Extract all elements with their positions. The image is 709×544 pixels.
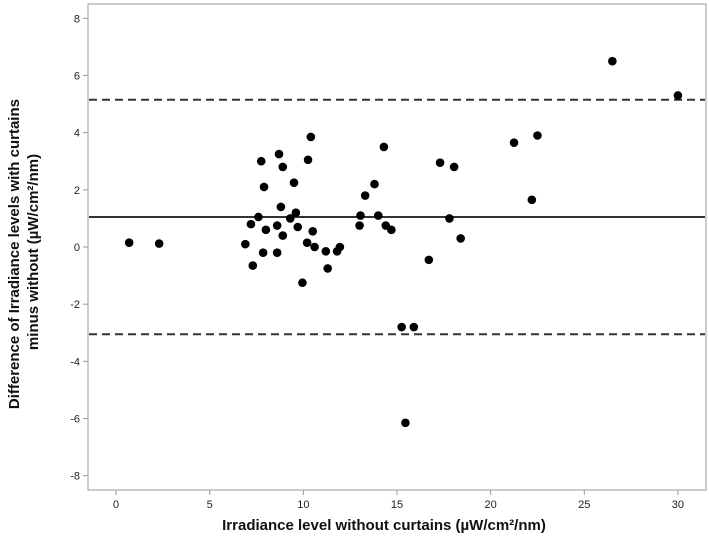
data-point [258,248,268,258]
data-point [248,261,258,270]
data-point [274,149,284,159]
y-tick-label: 8 [74,13,80,25]
data-point [308,226,318,236]
data-point [321,246,331,256]
data-point [289,178,299,187]
data-point [370,179,379,189]
data-point [387,225,396,235]
x-tick-label: 10 [297,499,309,511]
data-point [303,155,313,165]
data-point [527,195,537,205]
y-tick-label: -2 [70,299,80,311]
data-point [424,255,434,265]
data-point [335,242,345,252]
y-tick-label: 6 [74,70,80,82]
data-point [278,231,288,240]
data-point [373,211,383,220]
data-point [154,239,164,248]
reference-lines [89,98,705,336]
data-point [254,212,263,222]
data-point [241,239,250,249]
x-tick-label: 30 [672,499,684,511]
data-point [608,56,617,66]
data-point [272,248,282,258]
y-tick-label: -4 [70,356,80,368]
data-point [285,214,295,223]
data-point [401,418,410,428]
y-axis-title: Difference of Irradiance levels with cur… [6,95,42,409]
y-axis-title-line-1: Difference of Irradiance levels with cur… [6,99,23,409]
data-point [323,264,333,273]
data-point [435,158,445,167]
data-point [356,211,365,220]
y-tick-label: 2 [74,185,80,197]
y-tick-label: 4 [74,128,80,140]
data-point [278,162,288,172]
plot-area [87,3,707,491]
data-point [445,214,454,223]
x-tick-label: 25 [578,499,590,511]
y-tick-label: 0 [74,242,80,254]
data-point [379,142,389,152]
data-point [360,191,370,200]
data-point [276,202,286,212]
y-axis-title-line-2: minus without (µW/cm²/nm) [25,154,42,350]
data-point [124,238,134,248]
data-point [673,91,683,100]
x-tick-label: 15 [391,499,403,511]
data-point [306,132,316,142]
data-point [298,278,307,288]
data-point [310,242,319,252]
x-tick-label: 0 [113,499,119,511]
data-point [397,322,406,332]
data-point [291,208,301,217]
plot-frame [87,3,707,491]
data-point [409,322,419,332]
x-axis: 0 5 10 15 20 25 30 [113,490,684,511]
data-point [533,131,542,140]
data-point [456,234,465,243]
data-point [293,222,303,232]
data-point [272,221,282,230]
data-points [124,56,683,428]
data-point [246,219,256,229]
x-tick-label: 5 [207,499,213,511]
y-tick-label: -6 [70,414,80,426]
y-axis: -8 -6 -4 -2 0 2 4 6 8 [70,13,88,483]
data-point [259,182,269,192]
data-point [449,162,459,172]
x-tick-label: 20 [485,499,497,511]
data-point [302,238,312,248]
x-axis-title: Irradiance level without curtains (µW/cm… [222,517,546,534]
data-point [256,156,266,166]
data-point [355,221,364,230]
data-point [261,225,271,235]
y-tick-label: -8 [70,471,80,483]
data-point [509,138,519,147]
